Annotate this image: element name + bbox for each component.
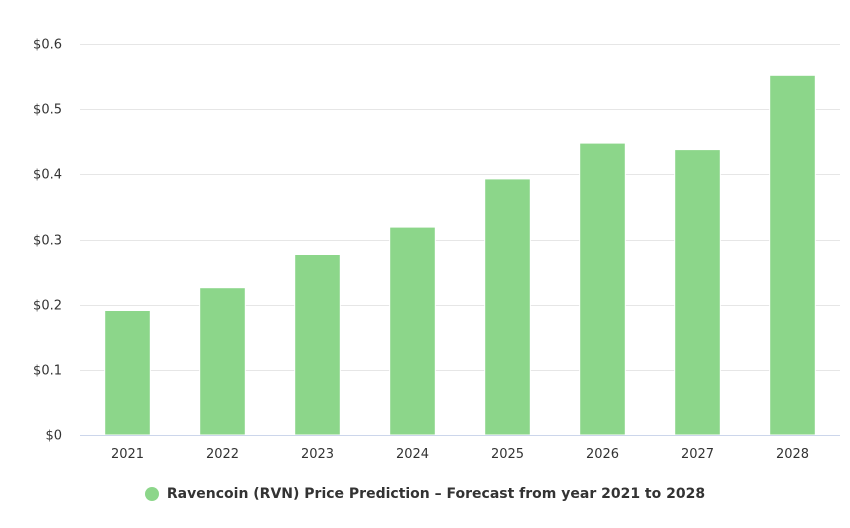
x-tick-label: 2025 (491, 447, 524, 462)
y-tick-label: $0.5 (33, 103, 62, 118)
legend[interactable]: Ravencoin (RVN) Price Prediction – Forec… (0, 484, 850, 504)
bar-2028[interactable] (769, 74, 816, 436)
x-tick-label: 2028 (776, 447, 809, 462)
x-tick-label: 2027 (681, 447, 714, 462)
x-tick-label: 2024 (396, 447, 429, 462)
bar-2027[interactable] (674, 149, 721, 436)
y-tick-label: $0.2 (33, 299, 62, 314)
y-tick-label: $0.1 (33, 364, 62, 379)
y-tick-label: $0 (45, 429, 62, 444)
y-tick-label: $0.6 (33, 38, 62, 53)
bar-2023[interactable] (294, 254, 341, 436)
bar-2025[interactable] (484, 178, 531, 436)
bar-2021[interactable] (104, 310, 151, 436)
x-tick-label: 2026 (586, 447, 619, 462)
bar-2022[interactable] (199, 287, 246, 436)
legend-marker-icon (144, 487, 159, 501)
y-tick-label: $0.4 (33, 168, 62, 183)
bar-chart: $0$0.1$0.2$0.3$0.4$0.5$0.6 2021 2022 2023 2… (33, 38, 840, 462)
legend-label: Ravencoin (RVN) Price Prediction – Forec… (166, 486, 706, 502)
x-tick-label: 2023 (301, 447, 334, 462)
bar-2026[interactable] (579, 142, 626, 436)
gridlines (80, 44, 840, 371)
y-axis-ticks: $0 $0.1 $0.2 $0.3 $0.4 $0.5 $0.6 (33, 38, 62, 444)
x-tick-label: 2021 (111, 447, 144, 462)
bar-2024[interactable] (389, 226, 436, 436)
x-tick-label: 2022 (206, 447, 239, 462)
bars (104, 74, 816, 436)
y-tick-label: $0.3 (33, 234, 62, 249)
x-axis-ticks: 2021 2022 2023 2024 2025 2026 2027 2028 (111, 447, 809, 462)
